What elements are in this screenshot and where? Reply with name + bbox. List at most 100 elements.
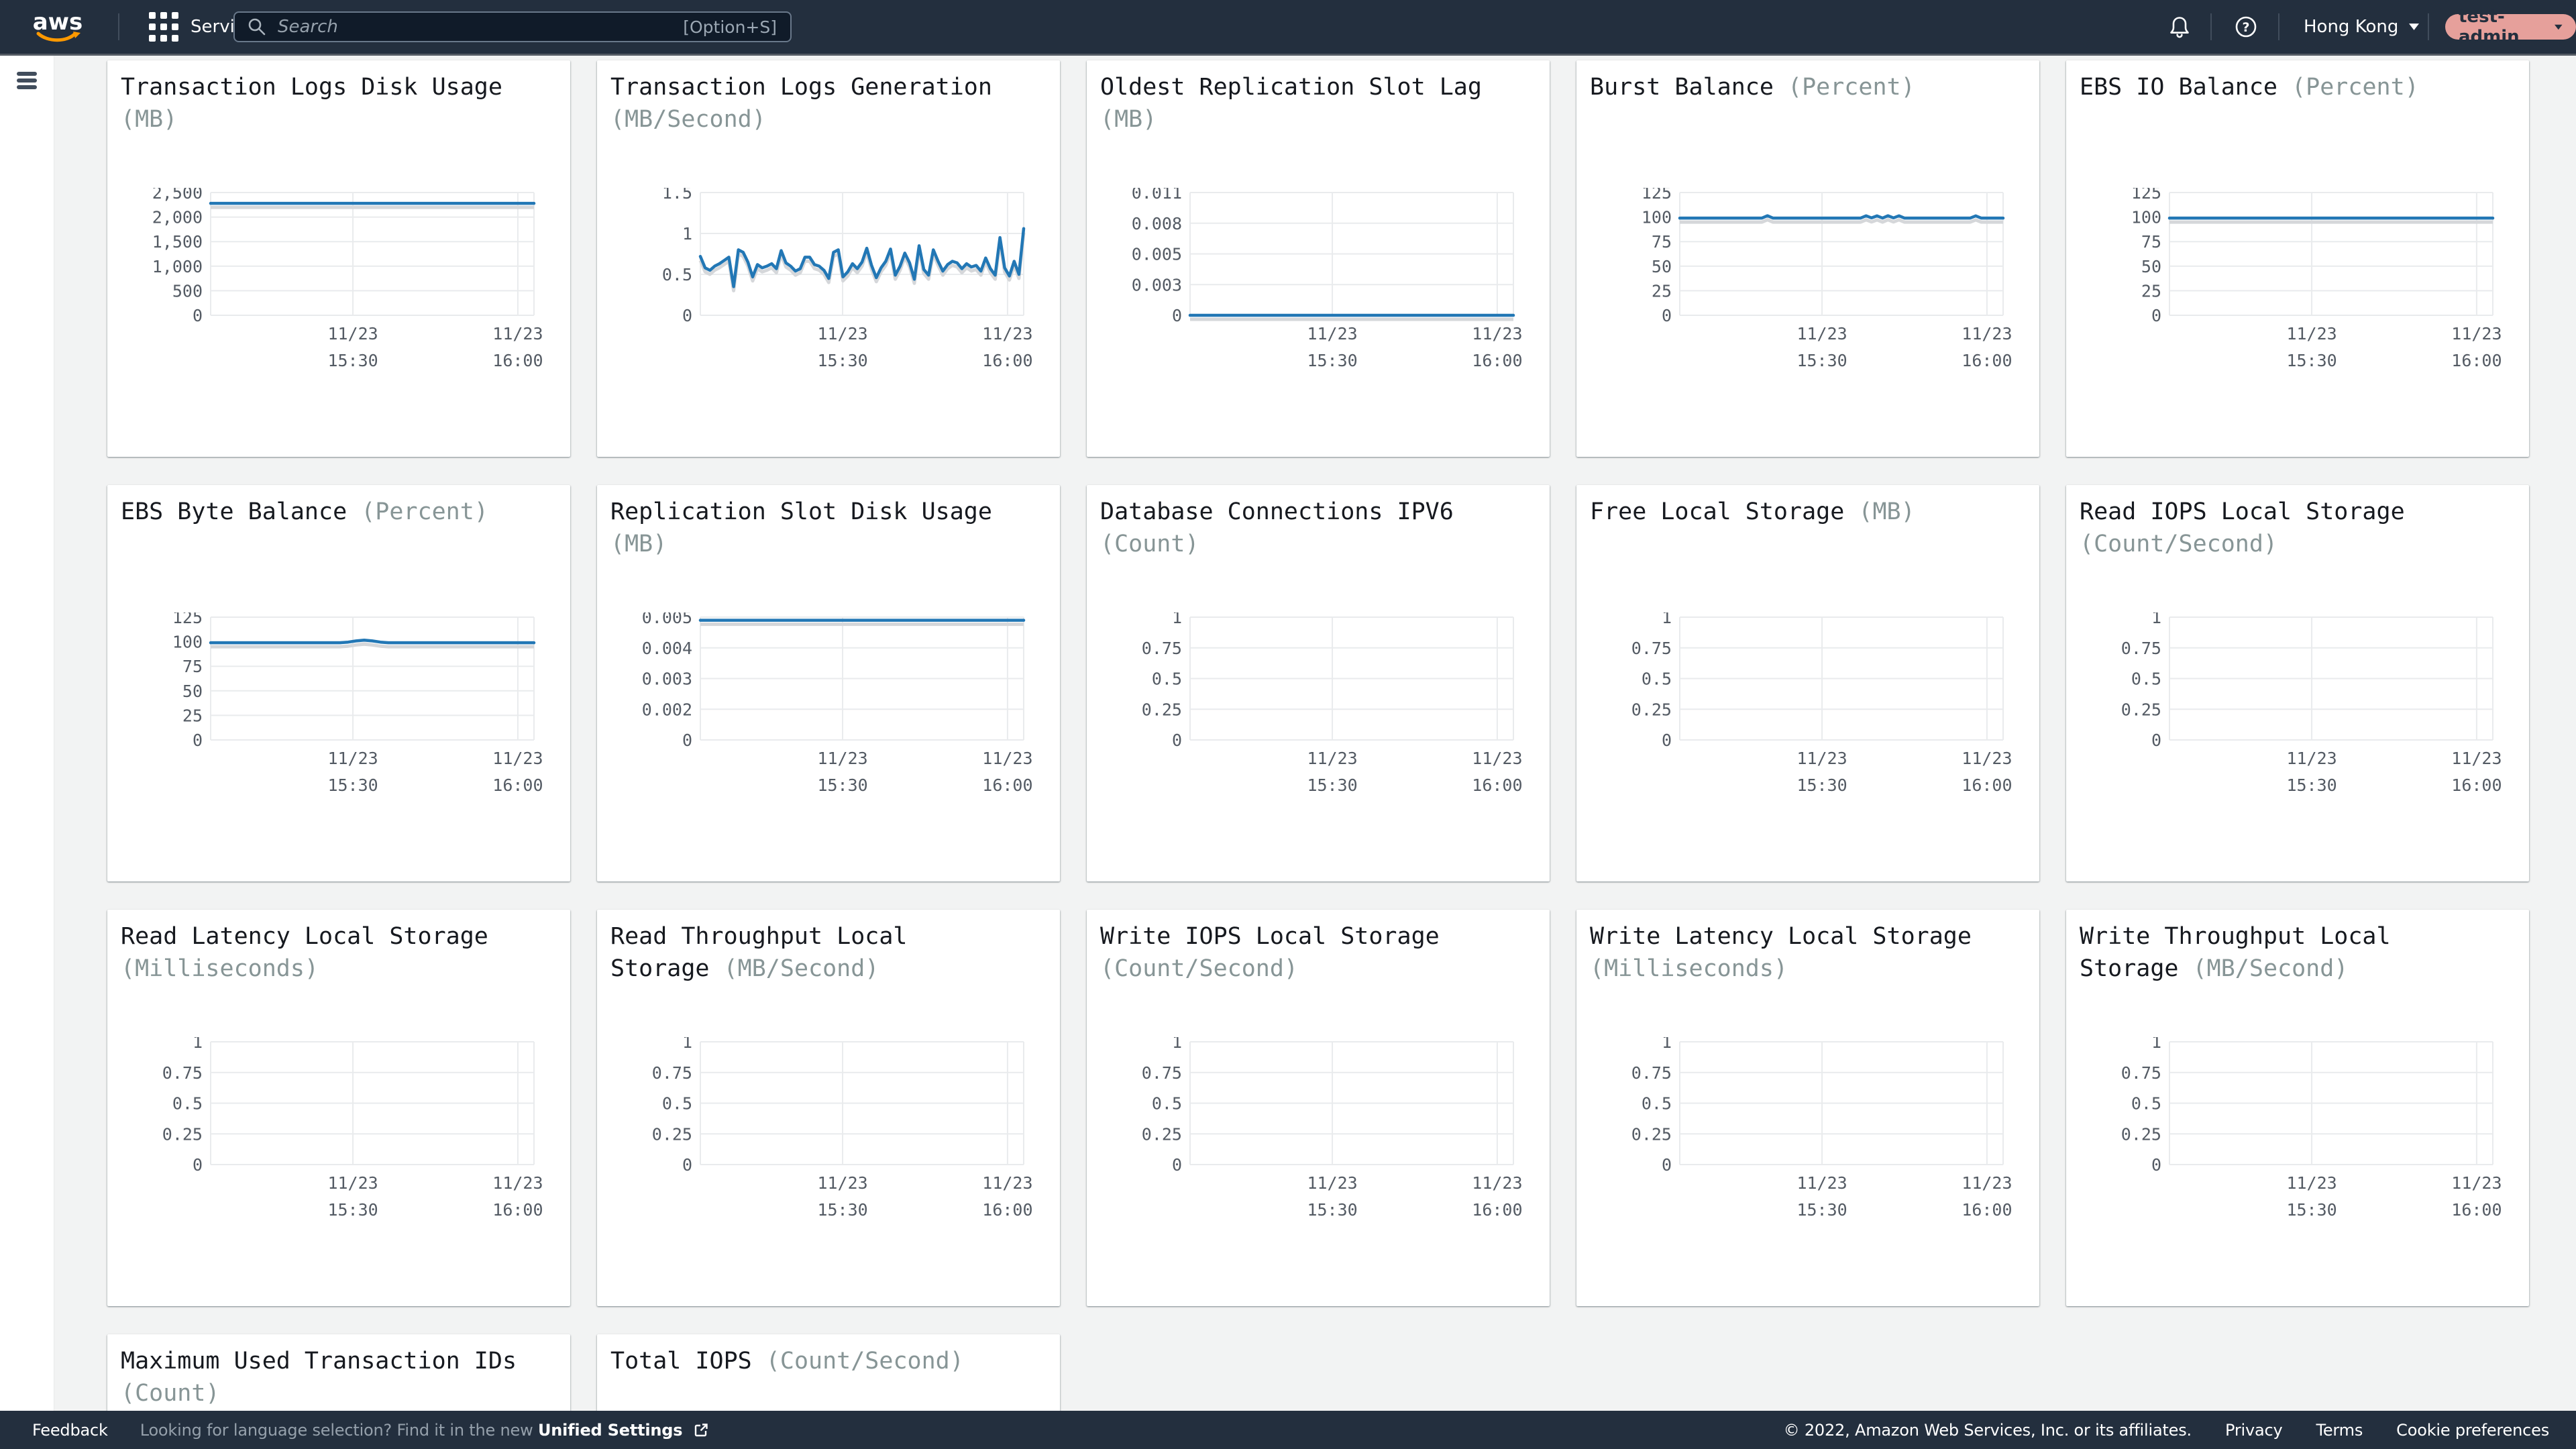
metric-card[interactable]: Transaction Logs Generation (MB/Second) … bbox=[597, 60, 1060, 457]
notifications-button[interactable] bbox=[2167, 0, 2192, 54]
metric-card[interactable]: Free Local Storage (MB) 1 0.75 0.5 0.25 0 11/… bbox=[1576, 485, 2039, 881]
metric-unit-text: (Milliseconds) bbox=[121, 955, 319, 983]
svg-text:11/23: 11/23 bbox=[817, 749, 867, 768]
side-rail bbox=[0, 56, 54, 1411]
metric-title-text: Transaction Logs Disk Usage bbox=[121, 74, 502, 101]
metric-card-title: Read Throughput Local Storage (MB/Second… bbox=[610, 920, 1013, 985]
svg-text:11/23: 11/23 bbox=[1796, 749, 1847, 768]
svg-text:15:30: 15:30 bbox=[1796, 1200, 1847, 1220]
svg-text:?: ? bbox=[2242, 20, 2249, 35]
metric-chart[interactable]: 1.5 1 0.5 0 11/23 15:30 11/23 16:00 bbox=[597, 188, 1060, 389]
svg-text:0.5: 0.5 bbox=[1642, 669, 1672, 689]
svg-text:0.75: 0.75 bbox=[1142, 639, 1182, 658]
metric-unit-text: (MB) bbox=[610, 531, 667, 558]
metric-title-text: Write Throughput Local Storage bbox=[2080, 923, 2391, 983]
metric-card[interactable]: Total IOPS (Count/Second) bbox=[597, 1334, 1060, 1411]
cookie-preferences-link[interactable]: Cookie preferences bbox=[2396, 1420, 2549, 1440]
svg-text:2,500: 2,500 bbox=[152, 188, 203, 203]
metric-chart[interactable]: 0.011 0.008 0.005 0.003 0 11/23 15:30 11/23 16:0… bbox=[1087, 188, 1550, 389]
metric-card[interactable]: Write IOPS Local Storage (Count/Second) … bbox=[1087, 910, 1550, 1306]
metric-unit-text: (MB) bbox=[1100, 106, 1157, 133]
svg-text:0: 0 bbox=[2151, 731, 2161, 750]
svg-text:0: 0 bbox=[193, 1155, 203, 1175]
metric-chart[interactable]: 0.005 0.004 0.003 0.002 0 11/23 15:30 11/23 16:0… bbox=[597, 612, 1060, 814]
svg-text:0: 0 bbox=[1172, 306, 1182, 325]
svg-text:0: 0 bbox=[2151, 306, 2161, 325]
metric-chart[interactable]: 125 100 75 50 25 0 11/23 15:30 11/23 16:00 bbox=[2066, 188, 2529, 389]
metric-card[interactable]: Oldest Replication Slot Lag (MB) 0.011 0.… bbox=[1087, 60, 1550, 457]
svg-text:0.25: 0.25 bbox=[162, 1124, 203, 1144]
svg-text:0.011: 0.011 bbox=[1132, 188, 1182, 203]
feedback-link[interactable]: Feedback bbox=[32, 1420, 108, 1440]
menu-hamburger-button[interactable] bbox=[17, 72, 37, 92]
svg-text:0.25: 0.25 bbox=[1142, 700, 1182, 719]
metric-card[interactable]: Burst Balance (Percent) 125 100 75 50 25 0 11/… bbox=[1576, 60, 2039, 457]
metric-card[interactable]: Read Throughput Local Storage (MB/Second… bbox=[597, 910, 1060, 1306]
metric-unit-text: (MB/Second) bbox=[723, 955, 879, 983]
top-navigation-bar: aws Services [Option+S] bbox=[0, 0, 2576, 54]
metric-card[interactable]: Read IOPS Local Storage (Count/Second) 1… bbox=[2066, 485, 2529, 881]
nav-divider bbox=[2428, 13, 2429, 40]
svg-text:0.5: 0.5 bbox=[1152, 669, 1182, 689]
metric-title-text: Read IOPS Local Storage bbox=[2080, 498, 2405, 525]
svg-text:25: 25 bbox=[182, 706, 203, 725]
metric-chart[interactable]: 1 0.75 0.5 0.25 0 11/23 15:30 11/23 16:00 bbox=[1576, 612, 2039, 814]
metric-card[interactable]: Maximum Used Transaction IDs (Count) bbox=[107, 1334, 570, 1411]
svg-text:1: 1 bbox=[1172, 1037, 1182, 1052]
metric-chart[interactable]: 2,500 2,000 1,500 1,000 500 0 11/23 15:30 11/23 1… bbox=[107, 188, 570, 389]
svg-text:0.75: 0.75 bbox=[2121, 639, 2161, 658]
unified-settings-link[interactable]: Unified Settings bbox=[537, 1420, 683, 1440]
metric-card-title: Write Latency Local Storage (Millisecond… bbox=[1590, 920, 1992, 985]
svg-text:0.5: 0.5 bbox=[172, 1094, 203, 1114]
metric-chart[interactable]: 125 100 75 50 25 0 11/23 15:30 11/23 16:00 bbox=[1576, 188, 2039, 389]
metric-title-text: Transaction Logs Generation bbox=[610, 74, 992, 101]
metric-chart[interactable]: 1 0.75 0.5 0.25 0 11/23 15:30 11/23 16:00 bbox=[1087, 612, 1550, 814]
svg-text:15:30: 15:30 bbox=[1307, 351, 1357, 370]
metric-chart[interactable]: 1 0.75 0.5 0.25 0 11/23 15:30 11/23 16:00 bbox=[107, 1037, 570, 1238]
metric-unit-text: (MB) bbox=[121, 106, 178, 133]
metric-chart[interactable]: 1 0.75 0.5 0.25 0 11/23 15:30 11/23 16:00 bbox=[597, 1037, 1060, 1238]
svg-text:16:00: 16:00 bbox=[1962, 1200, 2012, 1220]
account-menu-button[interactable]: test-admin bbox=[2445, 7, 2576, 47]
chevron-down-icon bbox=[2555, 24, 2563, 30]
svg-text:11/23: 11/23 bbox=[1472, 749, 1522, 768]
svg-text:15:30: 15:30 bbox=[1307, 775, 1357, 795]
search-box[interactable]: [Option+S] bbox=[233, 11, 792, 42]
metric-card[interactable]: EBS IO Balance (Percent) 125 100 75 50 25 0 11… bbox=[2066, 60, 2529, 457]
metric-card[interactable]: Replication Slot Disk Usage (MB) 0.005 0.… bbox=[597, 485, 1060, 881]
svg-text:125: 125 bbox=[172, 612, 203, 627]
svg-text:11/23: 11/23 bbox=[2451, 324, 2502, 343]
metric-chart[interactable]: 1 0.75 0.5 0.25 0 11/23 15:30 11/23 16:00 bbox=[1087, 1037, 1550, 1238]
privacy-link[interactable]: Privacy bbox=[2224, 1420, 2283, 1440]
svg-text:11/23: 11/23 bbox=[982, 324, 1032, 343]
svg-text:1: 1 bbox=[193, 1037, 203, 1052]
svg-text:0.75: 0.75 bbox=[2121, 1063, 2161, 1083]
svg-text:15:30: 15:30 bbox=[1307, 1200, 1357, 1220]
aws-logo[interactable]: aws bbox=[34, 0, 82, 54]
metric-chart[interactable]: 1 0.75 0.5 0.25 0 11/23 15:30 11/23 16:00 bbox=[2066, 1037, 2529, 1238]
metric-title-text: Read Latency Local Storage bbox=[121, 923, 488, 950]
metric-card[interactable]: EBS Byte Balance (Percent) 125 100 75 50 25 0… bbox=[107, 485, 570, 881]
metric-card[interactable]: Write Throughput Local Storage (MB/Secon… bbox=[2066, 910, 2529, 1306]
svg-text:0: 0 bbox=[682, 306, 692, 325]
svg-text:16:00: 16:00 bbox=[1472, 775, 1522, 795]
metric-card-title: Burst Balance (Percent) bbox=[1590, 71, 1915, 103]
metric-card[interactable]: Database Connections IPV6 (Count) 1 0.75 0… bbox=[1087, 485, 1550, 881]
terms-link[interactable]: Terms bbox=[2316, 1420, 2363, 1440]
metric-card[interactable]: Read Latency Local Storage (Milliseconds… bbox=[107, 910, 570, 1306]
metric-chart[interactable]: 1 0.75 0.5 0.25 0 11/23 15:30 11/23 16:00 bbox=[1576, 1037, 2039, 1238]
metric-unit-text: (MB/Second) bbox=[610, 106, 766, 133]
search-input[interactable] bbox=[276, 16, 684, 38]
metric-chart[interactable]: 1 0.75 0.5 0.25 0 11/23 15:30 11/23 16:00 bbox=[2066, 612, 2529, 814]
svg-text:11/23: 11/23 bbox=[1962, 324, 2012, 343]
svg-text:0: 0 bbox=[682, 1155, 692, 1175]
metric-card[interactable]: Transaction Logs Disk Usage (MB) 2,500 2,… bbox=[107, 60, 570, 457]
region-selector[interactable]: Hong Kong bbox=[2304, 0, 2420, 54]
svg-text:11/23: 11/23 bbox=[1472, 324, 1522, 343]
search-icon bbox=[248, 18, 266, 36]
nav-bottom-border bbox=[0, 54, 2576, 56]
metric-chart[interactable]: 125 100 75 50 25 0 11/23 15:30 11/23 16:00 bbox=[107, 612, 570, 814]
help-button[interactable]: ? bbox=[2234, 0, 2258, 54]
metric-card[interactable]: Write Latency Local Storage (Millisecond… bbox=[1576, 910, 2039, 1306]
copyright-text: © 2022, Amazon Web Services, Inc. or its… bbox=[1783, 1420, 2192, 1440]
